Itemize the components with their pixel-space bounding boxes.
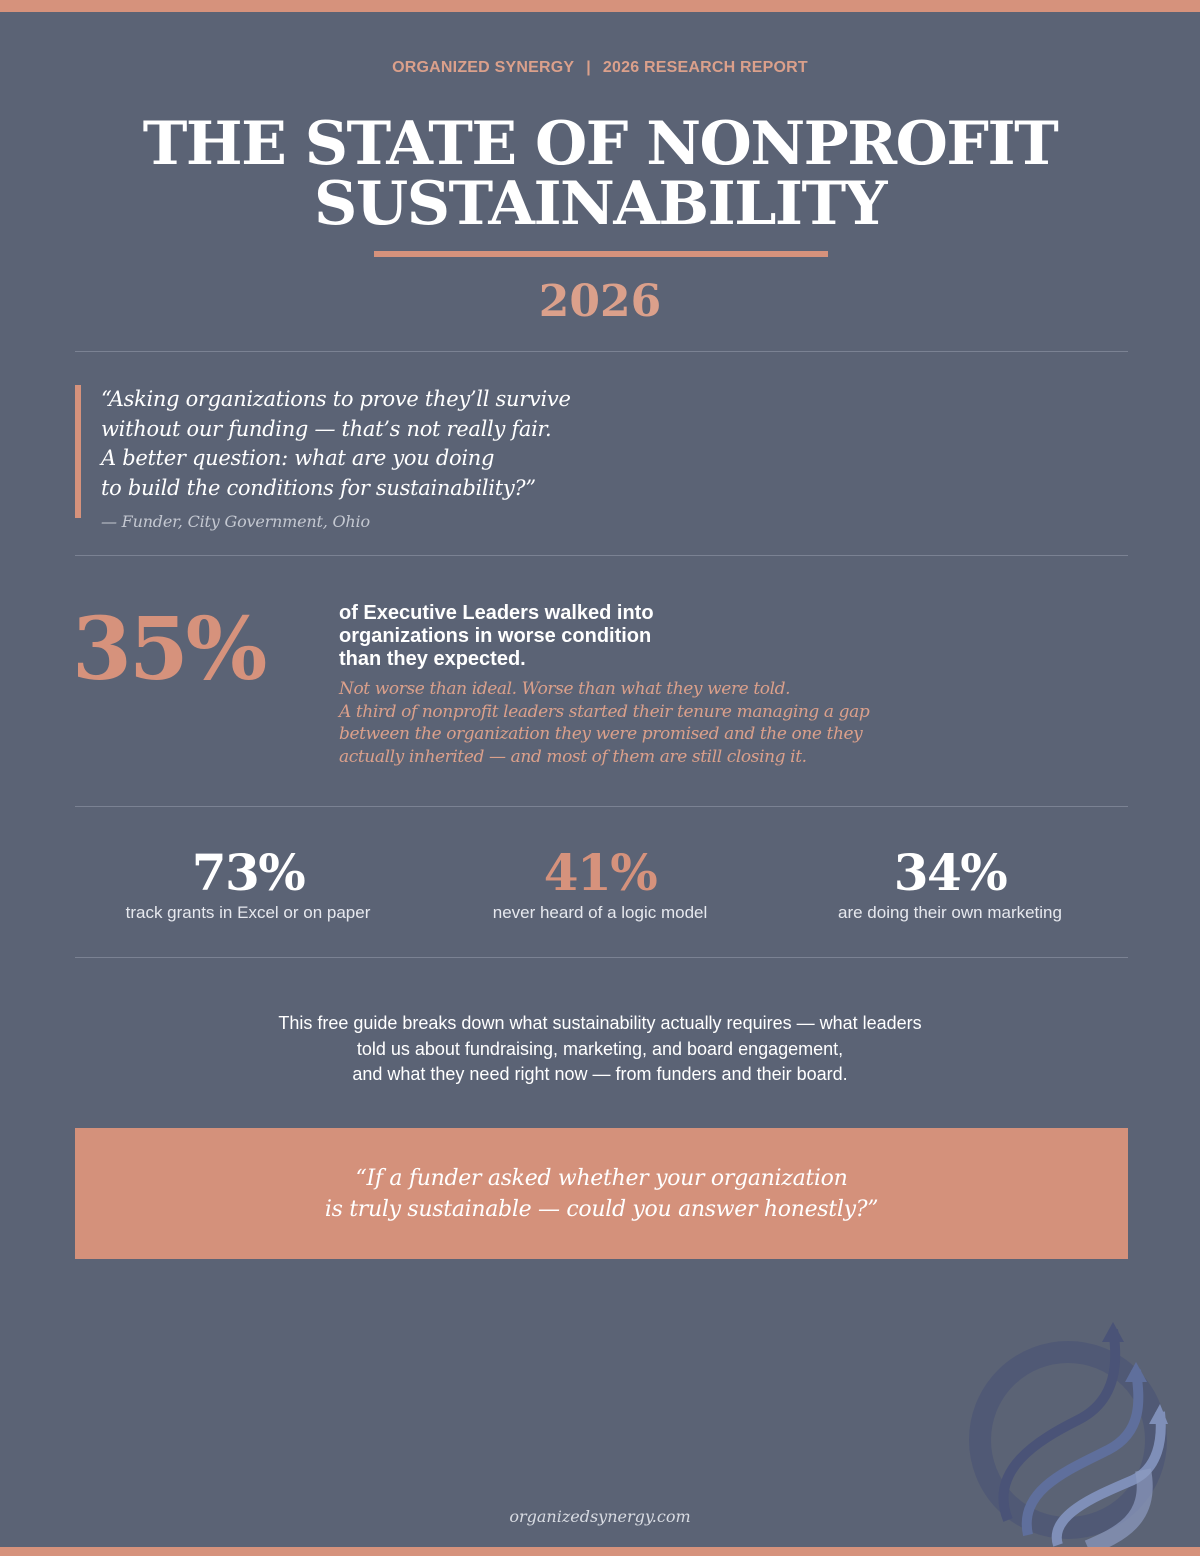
callout-line: is truly sustainable — could you answer … (324, 1196, 879, 1222)
stat-value: 73% (191, 843, 306, 902)
callout-question: “If a funder asked whether your organiza… (324, 1163, 879, 1225)
stat-logic-model: 41% never heard of a logic model (440, 843, 760, 923)
top-accent-bar (0, 0, 1200, 12)
headline-line: organizations in worse condition (339, 625, 652, 647)
section-divider (75, 351, 1128, 352)
title-line-1: THE STATE OF NONPROFIT (142, 109, 1059, 179)
title-underline (374, 251, 828, 257)
funder-quote: “Asking organizations to prove they’ll s… (101, 385, 661, 503)
body-line: between the organization they were promi… (339, 724, 863, 745)
guide-line: and what they need right now — from fund… (352, 1064, 848, 1084)
guide-line: This free guide breaks down what sustain… (278, 1013, 922, 1033)
quote-accent-bar (75, 385, 81, 518)
quote-line: to build the conditions for sustainabili… (101, 475, 536, 500)
bottom-accent-bar (0, 1547, 1200, 1556)
feature-stat-headline: of Executive Leaders walked into organiz… (339, 602, 654, 671)
quote-attribution: — Funder, City Government, Ohio (101, 512, 370, 531)
feature-stat-body: Not worse than ideal. Worse than what th… (339, 678, 870, 769)
stat-value: 34% (893, 843, 1008, 902)
guide-description: This free guide breaks down what sustain… (0, 1011, 1200, 1088)
footer-url: organizedsynergy.com (509, 1507, 691, 1526)
callout-box: “If a funder asked whether your organiza… (75, 1128, 1128, 1259)
report-label: 2026 RESEARCH REPORT (602, 59, 808, 76)
body-line: Not worse than ideal. Worse than what th… (339, 679, 791, 699)
quote-line: “Asking organizations to prove they’ll s… (101, 387, 571, 411)
guide-line: told us about fundraising, marketing, an… (356, 1038, 844, 1059)
title-line-2: SUSTAINABILITY (314, 169, 887, 239)
section-divider (75, 555, 1128, 556)
page-title: THE STATE OF NONPROFIT SUSTAINABILITY (0, 114, 1200, 234)
headline-line: than they expected. (339, 648, 526, 670)
stat-label: are doing their own marketing (838, 903, 1062, 922)
quote-line: without our funding — that’s not really … (101, 416, 552, 441)
stat-grants-tracking: 73% track grants in Excel or on paper (88, 843, 408, 923)
stat-value: 41% (543, 843, 658, 902)
stat-label: never heard of a logic model (492, 903, 708, 922)
quote-line: A better question: what are you doing (101, 446, 495, 470)
feature-stat-value: 35% (72, 599, 267, 700)
stat-own-marketing: 34% are doing their own marketing (790, 843, 1110, 923)
body-line: A third of nonprofit leaders started the… (339, 701, 870, 722)
section-divider (75, 806, 1128, 807)
report-year: 2026 (538, 276, 662, 327)
eyebrow-separator: | (586, 59, 591, 76)
headline-line: of Executive Leaders walked into (339, 602, 654, 624)
callout-line: “If a funder asked whether your organiza… (355, 1165, 848, 1191)
section-divider (75, 957, 1128, 958)
report-eyebrow: ORGANIZED SYNERGY | 2026 RESEARCH REPORT (0, 59, 1200, 77)
organized-synergy-logo-icon (969, 1322, 1168, 1550)
org-name: ORGANIZED SYNERGY (392, 59, 575, 76)
body-line: actually inherited — and most of them ar… (339, 747, 807, 768)
stat-label: track grants in Excel or on paper (125, 903, 371, 922)
